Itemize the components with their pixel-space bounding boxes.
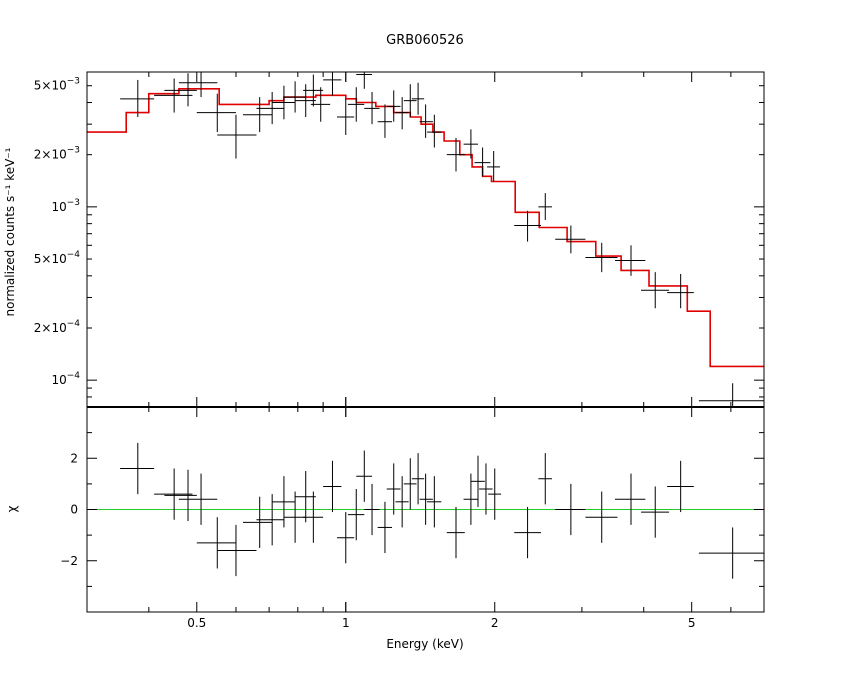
residual-point-6 xyxy=(243,496,273,548)
residual-point-28 xyxy=(488,468,502,520)
spectrum-point-3 xyxy=(178,72,218,98)
spectrum-point-34 xyxy=(641,272,670,309)
residual-y-axis-label: χ xyxy=(5,505,19,512)
spectrum-point-21 xyxy=(403,84,417,117)
residual-point-1 xyxy=(154,468,193,520)
spectrum-point-19 xyxy=(386,90,401,122)
residual-point-25 xyxy=(463,473,478,525)
panel-frames: 0.5 1 2 5 5×10−3 2×10−3 10−3 5×10−4 2×10−4 10−4 2 0… xyxy=(34,71,765,630)
residual-point-14 xyxy=(347,489,365,541)
spectrum-point-8 xyxy=(272,85,296,120)
residual-point-35 xyxy=(667,460,694,513)
residual-point-31 xyxy=(555,483,586,536)
residual-point-19 xyxy=(395,476,409,528)
residual-point-13 xyxy=(336,512,355,564)
residual-point-17 xyxy=(377,501,393,554)
residual-point-33 xyxy=(615,473,646,525)
x-tick-label: 0.5 xyxy=(187,616,206,630)
residual-point-21 xyxy=(411,453,425,505)
spectrum-point-20 xyxy=(395,97,409,130)
y-tick-label: 10−3 xyxy=(51,198,80,214)
spectrum-point-15 xyxy=(347,87,365,122)
spectrum-point-14 xyxy=(336,98,355,135)
spectrum-point-23 xyxy=(419,104,433,138)
spectrum-point-33 xyxy=(615,245,646,276)
residual-point-8 xyxy=(272,476,296,528)
y-tick-label: 5×10−4 xyxy=(34,250,81,266)
spectrum-point-22 xyxy=(411,82,425,115)
spectrum-panel xyxy=(87,72,764,407)
residual-point-3 xyxy=(178,473,218,525)
x-tick-label: 1 xyxy=(342,616,350,630)
spectrum-point-11 xyxy=(303,74,324,107)
spectrum-point-27 xyxy=(474,147,491,177)
spectrum-point-25 xyxy=(446,137,465,172)
y-tick-label: 5×10−3 xyxy=(34,77,80,93)
residual-point-16 xyxy=(364,483,380,536)
residual-point-29 xyxy=(514,506,541,559)
residual-point-32 xyxy=(585,491,618,543)
spectrum-point-16 xyxy=(356,72,373,89)
res-y-tick-label: 2 xyxy=(70,451,78,465)
model-step-line xyxy=(87,88,764,368)
spectrum-point-1 xyxy=(154,78,193,113)
residual-point-20 xyxy=(403,458,417,510)
residual-point-11 xyxy=(303,491,324,543)
y-tick-label: 10−4 xyxy=(51,371,80,387)
y-tick-label: 2×10−3 xyxy=(34,146,80,162)
spectrum-point-29 xyxy=(514,210,541,242)
residual-plot-area xyxy=(87,442,764,579)
spectrum-point-24 xyxy=(427,114,442,148)
spectrum-point-12 xyxy=(310,87,331,122)
chart-title: GRB060526 xyxy=(386,33,464,48)
spectrum-point-36 xyxy=(698,383,764,407)
residual-point-30 xyxy=(538,453,552,505)
residual-point-34 xyxy=(641,486,670,538)
residual-point-23 xyxy=(427,476,442,528)
x-tick-label: 2 xyxy=(491,616,499,630)
residual-point-7 xyxy=(256,494,284,546)
residual-point-27 xyxy=(479,463,493,515)
spectrum-point-10 xyxy=(295,84,316,117)
residual-point-15 xyxy=(356,450,373,502)
residual-point-36 xyxy=(698,527,764,579)
spectrum-point-26 xyxy=(463,129,478,159)
res-y-tick-label: −2 xyxy=(60,554,78,568)
residual-point-24 xyxy=(446,506,465,559)
spectrum-point-17 xyxy=(364,91,380,125)
spectrum-point-18 xyxy=(377,104,393,138)
residual-point-4 xyxy=(196,517,236,569)
spectrum-point-5 xyxy=(217,114,257,159)
spectrum-point-32 xyxy=(585,242,618,273)
spectrum-point-35 xyxy=(667,273,694,309)
spectrum-y-axis-label: normalized counts s⁻¹ keV⁻¹ xyxy=(3,147,17,316)
spectrum-plot-area xyxy=(87,72,764,407)
y-tick-label: 2×10−4 xyxy=(34,319,81,335)
spectrum-point-6 xyxy=(243,97,273,133)
spectrum-point-28 xyxy=(487,151,501,182)
residual-point-2 xyxy=(164,469,197,522)
spectrum-point-7 xyxy=(256,91,284,125)
energy-axis-label: Energy (keV) xyxy=(386,637,463,651)
residual-point-0 xyxy=(120,442,155,495)
spectrum-point-0 xyxy=(120,79,155,117)
spectrum-point-2 xyxy=(164,73,197,107)
spectrum-point-4 xyxy=(196,93,236,133)
residual-point-18 xyxy=(386,463,401,515)
residual-point-26 xyxy=(470,455,485,507)
x-tick-label: 5 xyxy=(688,616,696,630)
res-y-tick-label: 0 xyxy=(70,503,78,517)
residual-point-10 xyxy=(295,471,316,523)
spectrum-point-31 xyxy=(555,225,586,254)
spectrum-point-30 xyxy=(538,193,552,220)
residual-point-22 xyxy=(419,473,433,525)
spectrum-point-9 xyxy=(283,81,306,113)
residual-point-9 xyxy=(283,491,306,543)
residual-panel xyxy=(87,442,764,579)
spectrum-point-13 xyxy=(323,72,342,96)
residual-point-5 xyxy=(217,524,257,577)
residual-point-12 xyxy=(323,460,342,513)
